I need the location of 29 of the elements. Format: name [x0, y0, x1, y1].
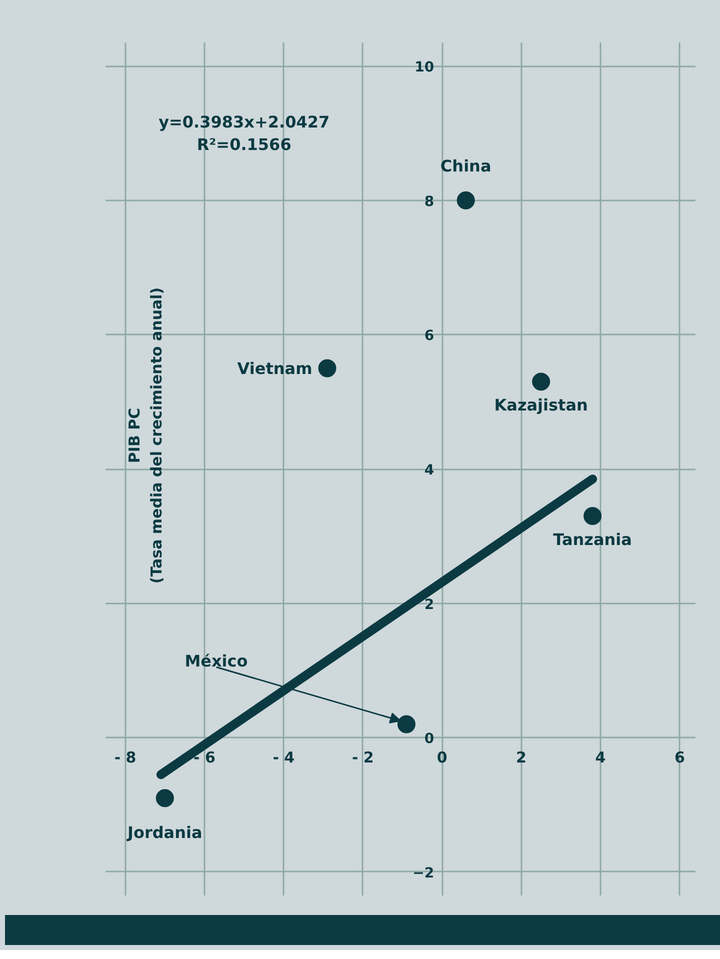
point — [156, 789, 174, 808]
point — [532, 372, 550, 391]
x-tick-label: - 6 — [194, 748, 216, 767]
annotation: Tanzania — [553, 530, 632, 550]
annotation: México — [184, 651, 248, 670]
x-tick-label: 6 — [674, 748, 685, 767]
annotation: Jordania — [126, 823, 202, 842]
y-axis-title: PIB PC (Tasa media del crecimiento anual) — [126, 287, 166, 584]
y-tick-label: 2 — [424, 596, 434, 613]
x-tick-label: - 2 — [352, 748, 374, 767]
y-tick-label: 0 — [424, 731, 434, 748]
point — [584, 507, 602, 525]
y-tick-label: 6 — [424, 328, 434, 344]
y-tick-label: −2 — [412, 865, 434, 882]
annotation: China — [440, 156, 492, 176]
point — [318, 359, 336, 378]
x-tick-label: - 8 — [114, 748, 136, 767]
point — [456, 191, 475, 210]
y-tick-label: 8 — [424, 194, 434, 210]
annotation: y=0.3983x+2.0427 R²=0.1566 — [158, 112, 330, 154]
x-tick-label: 2 — [516, 748, 526, 767]
x-tick-label: - 4 — [272, 748, 295, 767]
y-tick-label: 4 — [424, 462, 434, 478]
point — [397, 715, 416, 734]
x-tick-label: 0 — [436, 748, 448, 767]
annotation: Vietnam — [237, 358, 312, 378]
y-tick-label: 10 — [414, 60, 434, 76]
x-tick-label: 4 — [595, 748, 606, 767]
annotation: Kazajistan — [494, 396, 588, 415]
